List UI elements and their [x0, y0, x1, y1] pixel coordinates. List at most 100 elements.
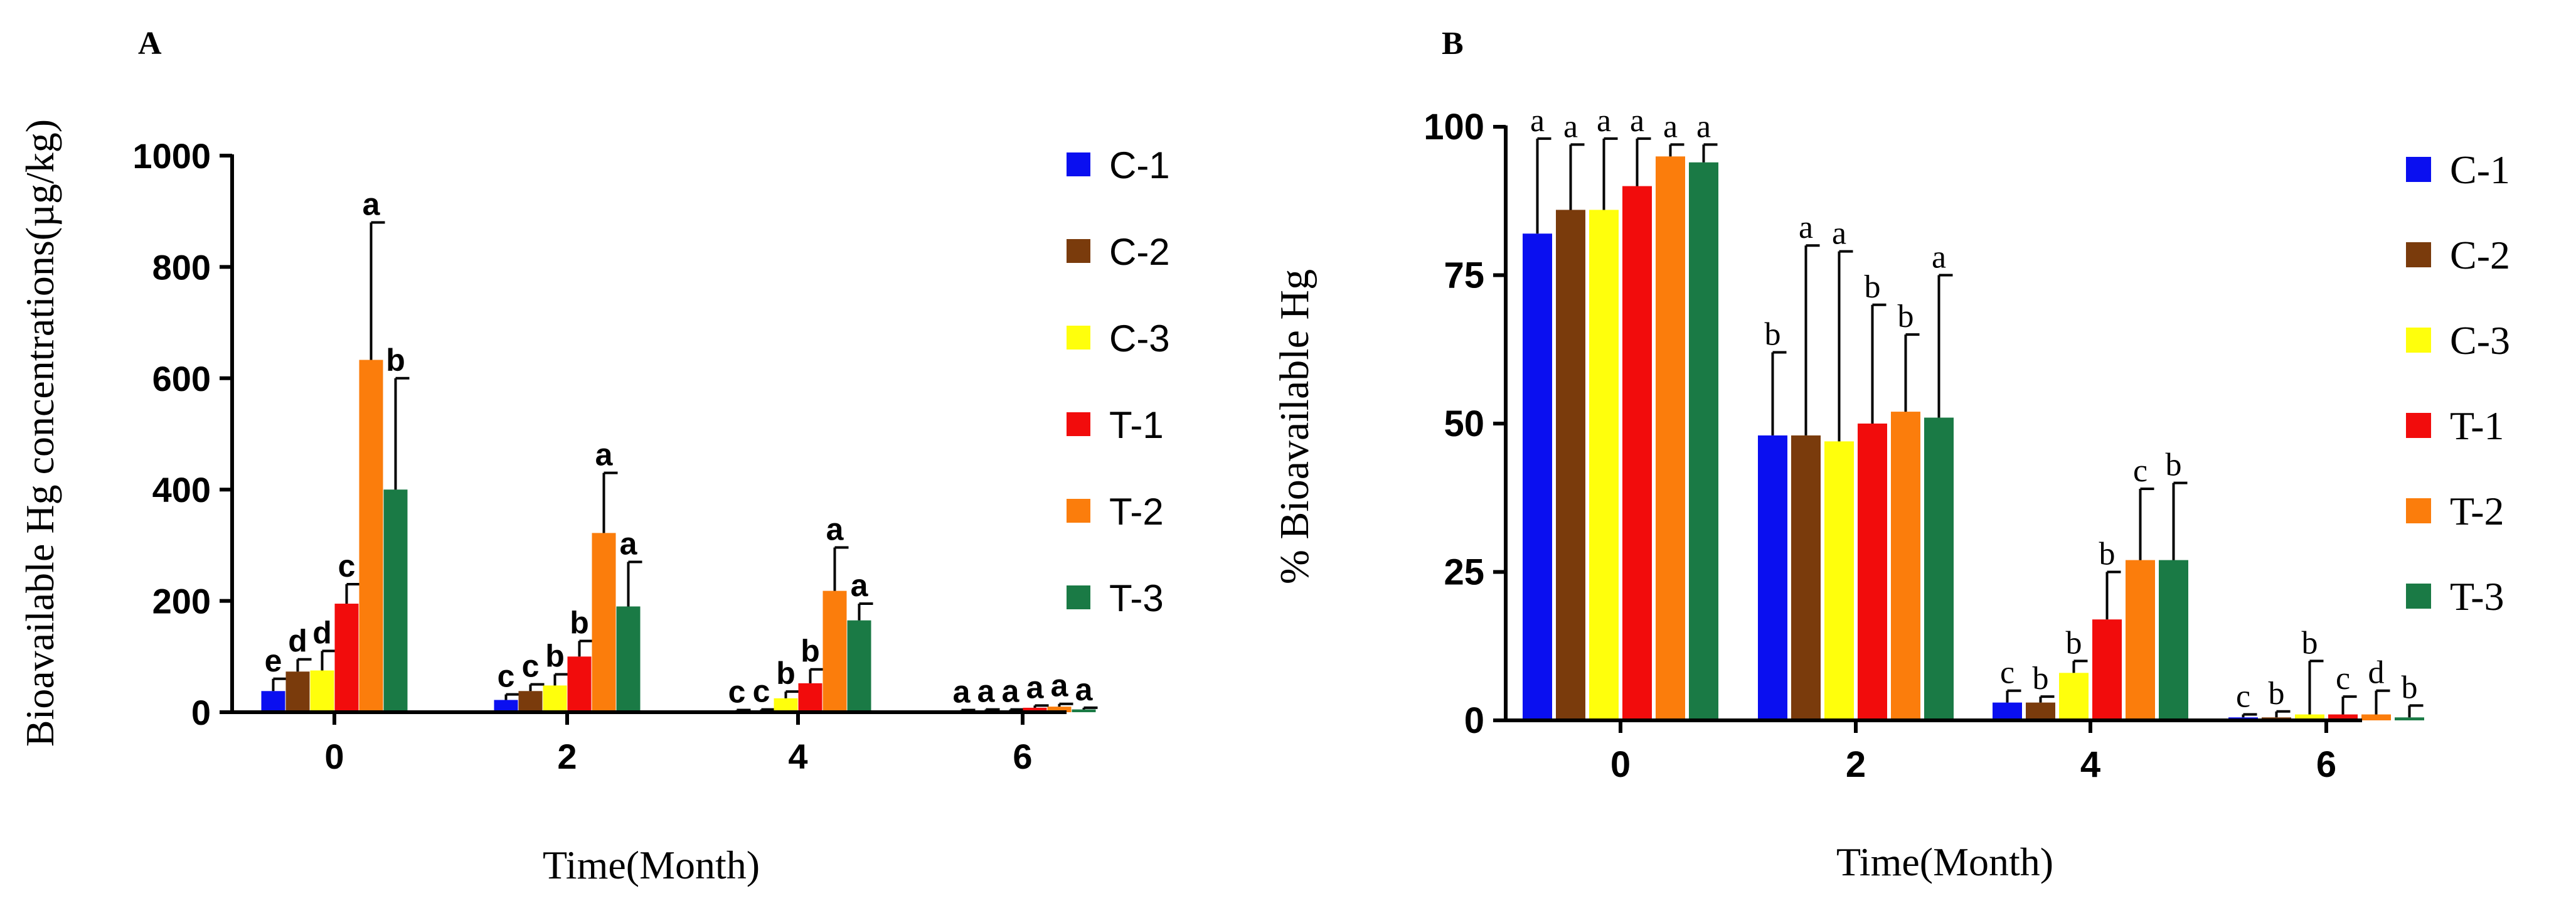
- sig-letter-a-t-3-m4: a: [851, 568, 869, 603]
- panel-b-label: B: [1442, 26, 1464, 61]
- sig-letter-a-c-3-m4: b: [776, 656, 796, 691]
- legend-label-b-t-3: T-3: [2450, 574, 2504, 619]
- legend-label-b-c-3: C-3: [2450, 318, 2510, 363]
- bar-b-c-3-m6: [2295, 714, 2324, 720]
- y-tick-label-a-1000: 1000: [132, 136, 211, 176]
- legend-swatch-b-c-2: [2406, 242, 2431, 267]
- sig-letter-b-c-2-m4: b: [2033, 661, 2049, 697]
- legend-swatch-b-c-1: [2406, 157, 2431, 182]
- bar-a-t-3-m4: [847, 620, 871, 712]
- sig-letter-a-t-1-m0: c: [338, 548, 356, 584]
- bar-b-t-1-m6: [2328, 714, 2358, 720]
- legend-label-b-t-2: T-2: [2450, 489, 2504, 533]
- sig-letter-b-c-2-m0: a: [1563, 109, 1578, 144]
- sig-letter-a-t-3-m0: b: [386, 343, 405, 378]
- bar-b-t-3-m2: [1924, 417, 1954, 720]
- y-tick-label-a-400: 400: [152, 470, 211, 510]
- bar-a-t-1-m4: [798, 683, 822, 712]
- bar-b-c-2-m4: [2026, 702, 2055, 720]
- x-axis-title-a: Time(Month): [543, 843, 760, 887]
- y-tick-label-b-0: 0: [1464, 700, 1484, 741]
- legend-swatch-b-t-1: [2406, 413, 2431, 438]
- legend-label-a-t-3: T-3: [1109, 577, 1164, 619]
- sig-letter-b-t-3-m0: a: [1696, 109, 1711, 144]
- bar-b-c-3-m4: [2059, 673, 2089, 720]
- bar-b-t-2-m4: [2126, 560, 2155, 720]
- legend-swatch-a-t-2: [1067, 499, 1090, 523]
- sig-letter-b-c-1-m2: b: [1765, 316, 1781, 352]
- x-tick-label-a-2: 2: [557, 737, 577, 776]
- bar-b-t-2-m2: [1891, 412, 1920, 720]
- panel-a-label: A: [138, 26, 162, 61]
- bar-a-c-2-m2: [518, 691, 543, 712]
- bar-a-c-3-m2: [543, 685, 567, 712]
- bar-a-c-2-m0: [285, 671, 310, 712]
- y-tick-label-a-800: 800: [152, 247, 211, 287]
- bar-a-c-3-m0: [310, 670, 334, 712]
- y-tick-label-b-25: 25: [1444, 552, 1484, 593]
- sig-letter-a-t-1-m6: a: [1026, 670, 1045, 705]
- bar-a-t-3-m2: [616, 606, 641, 712]
- y-tick-label-b-75: 75: [1444, 255, 1484, 296]
- x-tick-label-a-4: 4: [788, 737, 807, 776]
- sig-letter-b-t-1-m0: a: [1630, 103, 1644, 139]
- sig-letter-b-c-1-m0: a: [1530, 103, 1545, 139]
- bar-a-c-1-m0: [261, 691, 285, 712]
- x-tick-label-b-4: 4: [2080, 744, 2100, 785]
- bar-a-c-3-m4: [774, 698, 798, 712]
- legend-label-b-c-2: C-2: [2450, 233, 2510, 277]
- y-axis-title-a: Bioavailable Hg concentrations(µg/kg): [18, 119, 62, 747]
- bar-b-t-1-m2: [1858, 424, 1887, 720]
- sig-letter-b-c-3-m4: b: [2066, 625, 2082, 661]
- bar-a-t-3-m0: [383, 489, 408, 712]
- x-axis-title-b: Time(Month): [1836, 840, 2053, 884]
- bar-b-c-3-m0: [1589, 210, 1619, 720]
- sig-letter-a-c-2-m4: c: [753, 674, 770, 709]
- y-tick-label-b-100: 100: [1424, 107, 1484, 147]
- bar-a-t-1-m0: [334, 604, 359, 712]
- legend-label-a-c-2: C-2: [1109, 231, 1170, 273]
- legend-swatch-a-c-3: [1067, 326, 1090, 350]
- legend-label-a-c-1: C-1: [1109, 144, 1170, 186]
- legend-label-b-t-1: T-1: [2450, 403, 2504, 448]
- legend-swatch-a-c-2: [1067, 239, 1090, 263]
- bar-a-t-1-m6: [1023, 707, 1047, 712]
- bar-b-t-2-m0: [1656, 156, 1685, 721]
- y-tick-label-a-0: 0: [191, 693, 211, 732]
- sig-letter-a-t-2-m4: a: [826, 511, 844, 547]
- sig-letter-b-c-3-m2: a: [1832, 216, 1846, 252]
- sig-letter-b-c-3-m0: a: [1597, 103, 1611, 139]
- bar-b-t-3-m4: [2159, 560, 2188, 720]
- sig-letter-b-c-1-m4: c: [2000, 655, 2014, 691]
- sig-letter-a-t-1-m4: b: [801, 634, 820, 669]
- legend-swatch-a-c-1: [1067, 152, 1090, 176]
- sig-letter-a-c-1-m4: c: [728, 674, 746, 709]
- sig-letter-a-t-3-m2: a: [620, 526, 638, 562]
- bar-a-c-1-m2: [494, 700, 518, 712]
- bar-a-t-3-m6: [1072, 709, 1096, 712]
- sig-letter-a-c-2-m0: d: [288, 624, 307, 659]
- sig-letter-b-t-2-m4: c: [2133, 453, 2148, 489]
- bar-b-c-2-m2: [1791, 435, 1821, 720]
- legend-swatch-b-t-2: [2406, 498, 2431, 523]
- legend-label-a-t-1: T-1: [1109, 404, 1164, 446]
- sig-letter-a-c-3-m0: d: [312, 615, 332, 650]
- legend-swatch-b-c-3: [2406, 328, 2431, 353]
- bar-a-t-1-m2: [567, 656, 592, 712]
- y-tick-label-a-200: 200: [152, 582, 211, 621]
- sig-letter-b-c-2-m2: a: [1799, 210, 1813, 245]
- bar-a-t-2-m2: [592, 533, 616, 712]
- bar-b-c-3-m2: [1824, 441, 1854, 720]
- sig-letter-a-c-1-m2: c: [498, 659, 515, 694]
- sig-letter-b-t-2-m0: a: [1663, 109, 1678, 144]
- sig-letter-a-c-3-m6: a: [1002, 674, 1020, 709]
- legend-swatch-b-t-3: [2406, 584, 2431, 609]
- sig-letter-b-t-1-m6: c: [2336, 661, 2350, 697]
- sig-letter-a-t-2-m2: a: [595, 437, 614, 473]
- legend-label-a-c-3: C-3: [1109, 318, 1170, 360]
- bar-b-t-3-m0: [1689, 162, 1718, 720]
- sig-letter-b-c-1-m6: c: [2236, 679, 2250, 715]
- bar-b-t-1-m4: [2092, 619, 2122, 720]
- x-tick-label-a-6: 6: [1013, 737, 1032, 776]
